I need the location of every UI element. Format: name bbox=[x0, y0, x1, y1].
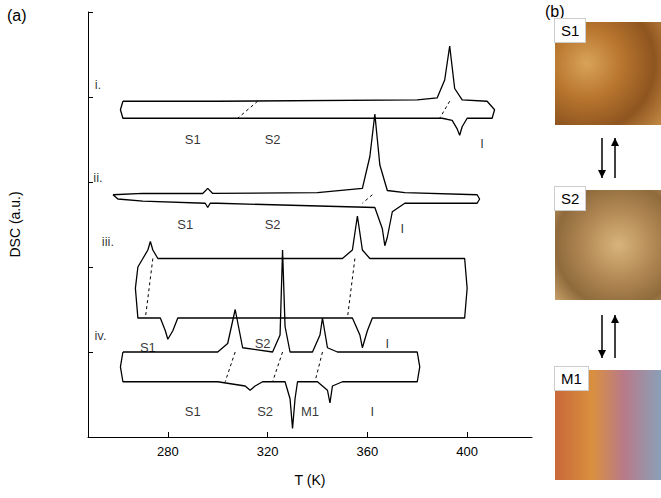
svg-text:S2: S2 bbox=[257, 404, 273, 419]
svg-text:ii.: ii. bbox=[93, 170, 102, 185]
svg-text:280: 280 bbox=[157, 444, 179, 459]
html-text:S1: S1 bbox=[561, 22, 580, 39]
svg-text:320: 320 bbox=[257, 444, 279, 459]
svg-text:I: I bbox=[371, 404, 375, 419]
svg-text:(a): (a) bbox=[7, 7, 27, 24]
svg-text:S2: S2 bbox=[255, 336, 271, 351]
svg-text:iii.: iii. bbox=[102, 234, 114, 249]
svg-text:S1: S1 bbox=[140, 340, 156, 355]
svg-text:400: 400 bbox=[456, 444, 478, 459]
svg-text:T (K): T (K) bbox=[295, 472, 326, 488]
svg-text:S2: S2 bbox=[265, 217, 281, 232]
svg-text:I: I bbox=[400, 221, 404, 236]
svg-text:I: I bbox=[386, 336, 390, 351]
svg-text:S1: S1 bbox=[177, 217, 193, 232]
svg-text:DSC (a.u.): DSC (a.u.) bbox=[7, 191, 23, 257]
svg-text:i.: i. bbox=[95, 77, 102, 92]
svg-text:S1: S1 bbox=[185, 404, 201, 419]
html-text:S2: S2 bbox=[561, 190, 580, 207]
html-text:(b): (b) bbox=[545, 3, 565, 20]
svg-text:S2: S2 bbox=[265, 132, 281, 147]
svg-text:360: 360 bbox=[357, 444, 379, 459]
svg-text:M1: M1 bbox=[301, 404, 319, 419]
html-text:M1: M1 bbox=[561, 370, 582, 387]
svg-text:I: I bbox=[480, 136, 484, 151]
svg-text:iv.: iv. bbox=[94, 328, 106, 343]
svg-text:S1: S1 bbox=[185, 132, 201, 147]
